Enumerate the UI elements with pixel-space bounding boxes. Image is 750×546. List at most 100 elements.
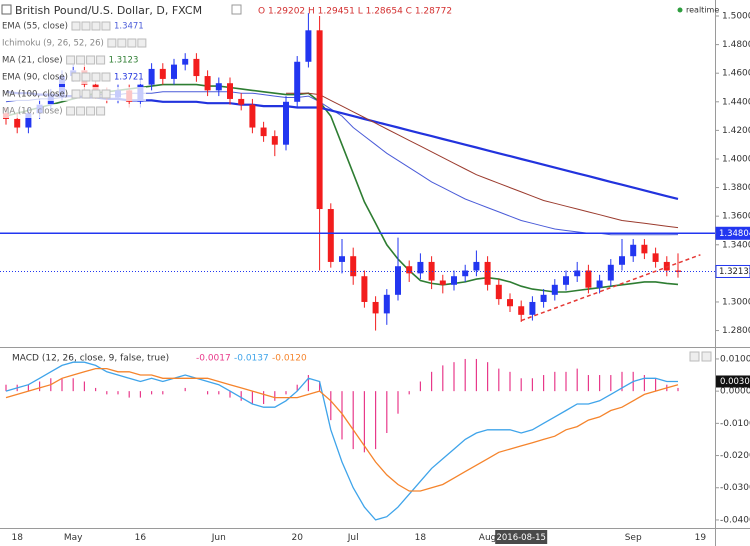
legend-entry: EMA (55, close) bbox=[2, 22, 68, 32]
legend-button[interactable] bbox=[96, 106, 106, 116]
candle-body bbox=[540, 294, 547, 302]
realtime-dot bbox=[677, 7, 683, 13]
legend-button[interactable] bbox=[117, 38, 127, 48]
legend-button[interactable] bbox=[81, 89, 91, 99]
candle-body bbox=[271, 136, 278, 145]
candle-body bbox=[495, 284, 502, 300]
candle-body bbox=[350, 256, 357, 277]
legend-button[interactable] bbox=[71, 72, 81, 82]
candle-body bbox=[507, 299, 513, 307]
candle-body bbox=[417, 261, 424, 274]
realtime-status: realtime bbox=[686, 6, 719, 15]
legend-entry: EMA (90, close) bbox=[2, 73, 68, 83]
x-tick-label: 19 bbox=[695, 533, 707, 543]
candle-body bbox=[630, 244, 637, 257]
candle-body bbox=[148, 68, 155, 85]
candle-body bbox=[238, 98, 245, 105]
x-tick-label: 18 bbox=[11, 533, 23, 543]
y-tick-label: -0.0200 bbox=[720, 451, 750, 461]
price-level-box bbox=[715, 264, 750, 278]
legend-button[interactable] bbox=[71, 89, 81, 99]
candle-body bbox=[204, 76, 211, 91]
macd-line bbox=[5, 361, 678, 521]
candle-body bbox=[607, 264, 614, 281]
legend-entry: MA (10, close) bbox=[2, 107, 63, 117]
candle-body bbox=[182, 58, 189, 65]
x-tick-label: 20 bbox=[291, 533, 303, 543]
candle-body bbox=[428, 261, 435, 281]
legend-button[interactable] bbox=[66, 55, 76, 65]
price-level-label: 1.34804 bbox=[719, 229, 750, 239]
moving-average-line bbox=[286, 92, 679, 229]
settings-icon[interactable] bbox=[231, 4, 242, 15]
legend-value: 1.3123 bbox=[109, 56, 139, 66]
current-value: 0.0030 bbox=[720, 377, 750, 387]
legend-button[interactable] bbox=[91, 89, 101, 99]
macd-readout: -0.0137 bbox=[234, 354, 269, 364]
x-tick-label: May bbox=[64, 533, 83, 543]
candle-body bbox=[619, 256, 625, 265]
legend-button[interactable] bbox=[81, 72, 91, 82]
candle-body bbox=[551, 284, 558, 295]
candle-body bbox=[529, 301, 536, 315]
panel-up-button[interactable] bbox=[689, 351, 700, 362]
collapse-icon[interactable] bbox=[1, 4, 12, 15]
legend-button[interactable] bbox=[66, 106, 76, 116]
y-tick-label: 1.40000 bbox=[722, 154, 750, 164]
candle-body bbox=[215, 83, 222, 91]
candle-body bbox=[383, 294, 390, 314]
candle-body bbox=[227, 83, 233, 99]
y-tick-label: 1.48000 bbox=[722, 40, 750, 50]
candle-body bbox=[339, 256, 345, 262]
legend-button[interactable] bbox=[91, 21, 101, 31]
legend-button[interactable] bbox=[86, 55, 96, 65]
y-tick-label: 1.34000 bbox=[722, 240, 750, 250]
price-level-box bbox=[715, 226, 750, 240]
legend-value: 1.3471 bbox=[114, 22, 144, 32]
legend-button[interactable] bbox=[81, 21, 91, 31]
legend-button[interactable] bbox=[137, 38, 147, 48]
candle-body bbox=[59, 76, 65, 95]
y-tick-label: 1.42000 bbox=[722, 126, 750, 136]
candle-body bbox=[159, 68, 166, 79]
y-tick-label: -0.0300 bbox=[720, 483, 750, 493]
y-tick-label: -0.0100 bbox=[720, 419, 750, 429]
candle-body bbox=[641, 244, 648, 254]
candle-body bbox=[171, 64, 177, 79]
y-tick-label: 1.30000 bbox=[722, 297, 750, 307]
candle-body bbox=[406, 266, 413, 274]
y-tick-label: -0.0400 bbox=[720, 515, 750, 525]
macd-readout: -0.0120 bbox=[272, 354, 307, 364]
candle-body bbox=[372, 301, 379, 314]
candle-body bbox=[563, 276, 569, 285]
candle-body bbox=[574, 270, 581, 277]
legend-button[interactable] bbox=[76, 55, 86, 65]
candle-body bbox=[451, 276, 457, 285]
candle-body bbox=[652, 253, 659, 262]
legend-button[interactable] bbox=[96, 55, 106, 65]
y-tick-label: 1.36000 bbox=[722, 212, 750, 222]
candle-body bbox=[316, 30, 323, 210]
panel-close-button[interactable] bbox=[701, 351, 712, 362]
legend-button[interactable] bbox=[101, 72, 111, 82]
macd-readout: -0.0017 bbox=[196, 354, 231, 364]
legend-button[interactable] bbox=[86, 106, 96, 116]
y-tick-label: 1.28000 bbox=[722, 326, 750, 336]
legend-button[interactable] bbox=[71, 21, 81, 31]
macd-line bbox=[5, 367, 679, 492]
x-tick-label: 18 bbox=[415, 533, 427, 543]
legend-button[interactable] bbox=[91, 72, 101, 82]
legend-button[interactable] bbox=[101, 21, 111, 31]
candle-body bbox=[473, 261, 480, 271]
x-tick-label: Jun bbox=[211, 533, 226, 543]
macd-title: MACD (12, 26, close, 9, false, true) bbox=[12, 354, 169, 364]
x-tick-label: Aug bbox=[479, 533, 497, 543]
candle-body bbox=[439, 280, 446, 285]
legend-button[interactable] bbox=[127, 38, 137, 48]
legend-button[interactable] bbox=[107, 38, 117, 48]
candle-body bbox=[484, 261, 491, 285]
plot-area bbox=[0, 13, 715, 521]
legend-button[interactable] bbox=[101, 89, 111, 99]
legend-button[interactable] bbox=[76, 106, 86, 116]
